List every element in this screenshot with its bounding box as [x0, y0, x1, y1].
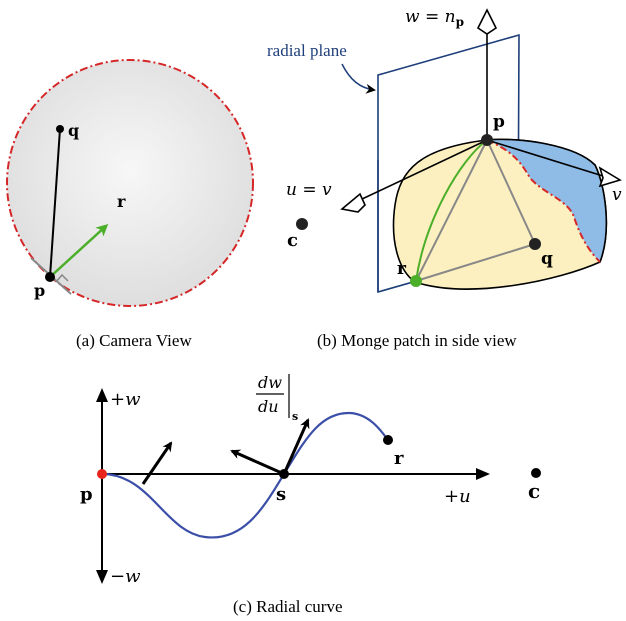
axis-vertical-down-arrowhead [96, 570, 108, 584]
label-axis-u: u = v [286, 180, 332, 200]
point-c-b [296, 218, 308, 230]
edge-p-r [415, 139, 488, 282]
label-s-c: s [276, 484, 286, 505]
point-p-b [481, 134, 493, 146]
label-r-b: r [397, 259, 407, 279]
axis-v [486, 139, 604, 177]
radial-curve [101, 411, 389, 539]
label-r: r [117, 192, 126, 211]
normal-arrow-1 [141, 441, 173, 485]
normal-arrow-2 [230, 449, 285, 476]
patch-outline-right [486, 138, 608, 263]
caption-b: (b) Monge patch in side view [317, 331, 517, 350]
patch-shaded-region [487, 139, 607, 262]
label-q: q [68, 121, 79, 140]
label-axis-w-sub: p [456, 15, 464, 29]
panel-a-camera-view: q r p (a) Camera View [6, 59, 254, 350]
segment-p-q [49, 128, 61, 278]
label-plus-w: +w [110, 389, 141, 410]
label-minus-w: −w [110, 566, 141, 587]
label-axis-v: v [612, 185, 622, 205]
deriv-subscript: s [292, 410, 298, 423]
point-r-c [383, 435, 393, 445]
label-plus-u: +u [444, 486, 471, 507]
label-axis-w-text: w = n [405, 7, 456, 27]
label-axis-w: w = np [405, 7, 464, 29]
tangent-arrow-s [282, 418, 310, 475]
derivative-annotation: dw du s [256, 373, 298, 423]
point-s-c [279, 469, 289, 479]
point-r-b [410, 275, 422, 287]
edge-p-q [486, 139, 536, 245]
point-p-c [97, 469, 107, 479]
point-q [56, 125, 64, 133]
label-radial-plane: radial plane [267, 41, 347, 60]
axis-horizontal-arrowhead [476, 468, 490, 480]
caption-c: (c) Radial curve [233, 597, 343, 616]
label-c-b: c [287, 230, 298, 251]
radial-curve-green [415, 139, 488, 282]
radial-plane-pointer [341, 63, 376, 94]
label-p-b: p [493, 112, 505, 132]
axis-u-arrowhead [340, 192, 366, 213]
label-c-c: c [528, 479, 540, 503]
right-angle-marker [55, 273, 69, 283]
axis-u [359, 139, 488, 201]
patch-silhouette [486, 139, 601, 263]
axis-w-arrowhead [476, 8, 498, 35]
edge-r-q [415, 243, 536, 282]
arrow-p-r [49, 223, 109, 278]
deriv-denominator: du [258, 397, 279, 416]
point-c-c [531, 468, 541, 478]
label-q-b: q [541, 249, 553, 269]
point-p [45, 272, 55, 282]
point-q-b [529, 238, 541, 250]
deriv-numerator: dw [258, 373, 282, 392]
caption-a: (a) Camera View [76, 331, 192, 350]
label-p-c: p [80, 484, 93, 505]
label-r-c: r [394, 448, 404, 469]
label-p: p [34, 281, 45, 300]
axis-v-arrowhead [598, 166, 622, 188]
panel-c-radial-curve: +w −w +u p s r c dw du s (c) Radial curv… [80, 373, 541, 616]
axis-vertical-up-arrowhead [96, 388, 108, 402]
panel-b-monge-patch: radial plane w = np u = v v p q r c (b) … [267, 7, 622, 350]
sphere-silhouette [6, 59, 254, 307]
